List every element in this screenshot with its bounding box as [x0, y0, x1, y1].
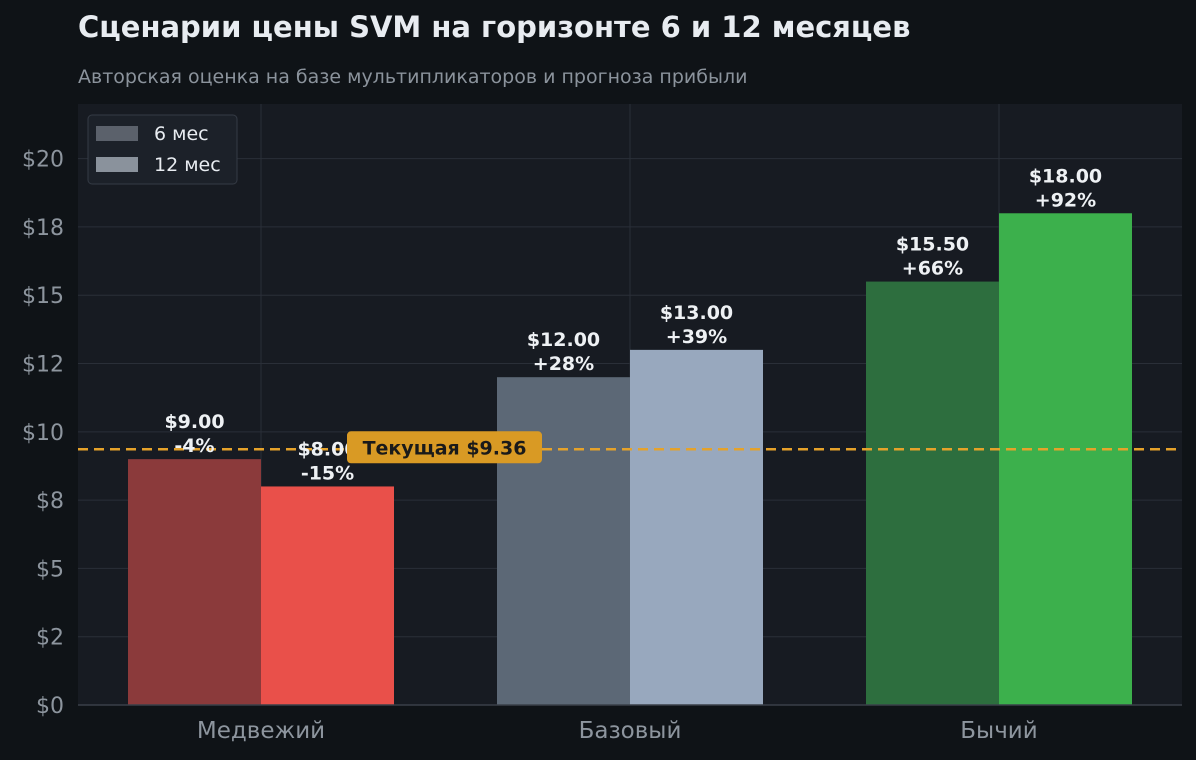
y-tick-label: $20 — [22, 148, 64, 173]
legend-label: 6 мес — [154, 123, 209, 145]
legend-box — [87, 114, 238, 185]
bar-value-label: $15.50 — [896, 234, 969, 256]
y-tick-label: $0 — [36, 694, 64, 719]
bar-value-label: $13.00 — [660, 302, 733, 324]
bar-change-label: -15% — [301, 462, 354, 484]
bar-12m — [999, 213, 1132, 706]
bar-change-label: +92% — [1035, 189, 1096, 211]
y-tick-label: $12 — [22, 353, 64, 378]
y-tick-label: $8 — [36, 489, 64, 514]
y-tick-label: $15 — [22, 284, 64, 309]
bar-6m — [497, 377, 630, 705]
reference-label: Текущая $9.36 — [363, 437, 527, 459]
bar-value-label: $18.00 — [1029, 165, 1102, 187]
chart-title: Сценарии цены SVM на горизонте 6 и 12 ме… — [78, 10, 911, 44]
x-tick-label: Бычий — [960, 718, 1037, 744]
chart-subtitle: Авторская оценка на базе мультипликаторо… — [78, 66, 748, 88]
x-tick-label: Базовый — [579, 718, 682, 744]
legend-swatch — [96, 126, 138, 141]
plot-area — [78, 104, 1182, 705]
bar-change-label: -4% — [174, 435, 214, 457]
bar-6m — [128, 459, 261, 705]
bar-12m — [261, 486, 394, 705]
bar-change-label: +28% — [533, 353, 594, 375]
bar-value-label: $12.00 — [527, 329, 600, 351]
bar-change-label: +66% — [902, 258, 963, 280]
x-tick-label: Медвежий — [197, 718, 325, 744]
reference-label-box — [347, 431, 542, 464]
y-tick-label: $5 — [36, 557, 64, 582]
y-tick-label: $2 — [36, 626, 64, 651]
legend-swatch — [96, 157, 138, 172]
legend-label: 12 мес — [154, 154, 221, 176]
bar-value-label: $9.00 — [164, 411, 224, 433]
bar-value-label: $8.00 — [297, 438, 357, 460]
y-tick-label: $18 — [22, 216, 64, 241]
y-tick-label: $10 — [22, 421, 64, 446]
bar-6m — [866, 281, 999, 705]
bar-change-label: +39% — [666, 326, 727, 348]
bar-12m — [630, 349, 763, 705]
